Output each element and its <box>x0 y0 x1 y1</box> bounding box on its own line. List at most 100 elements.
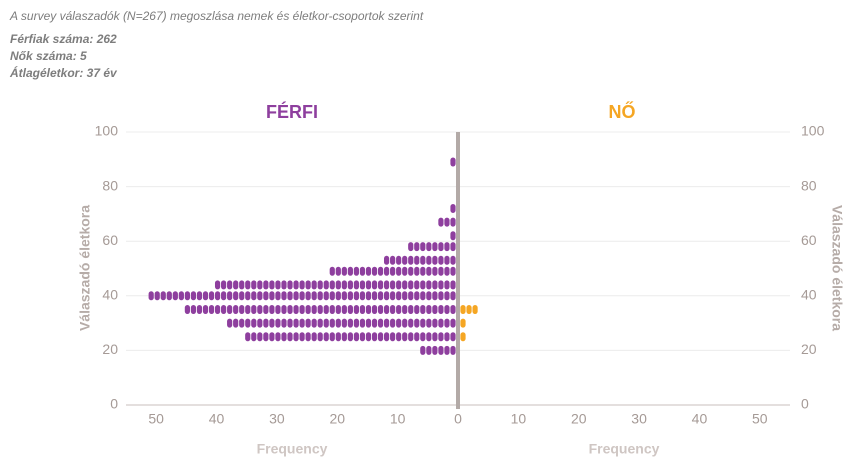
dot <box>426 291 432 301</box>
dot <box>450 217 456 227</box>
dot <box>347 291 353 301</box>
dot <box>426 280 432 290</box>
dot <box>377 304 384 314</box>
dot <box>432 332 438 342</box>
dot <box>402 266 408 276</box>
dot <box>402 291 408 301</box>
dot <box>293 304 299 314</box>
dot <box>402 332 408 342</box>
dot <box>414 280 420 290</box>
dot <box>396 304 402 314</box>
dot <box>420 304 426 314</box>
dot <box>390 291 396 301</box>
dot <box>257 280 263 290</box>
dot <box>214 280 221 290</box>
dot-row <box>227 318 456 328</box>
dot <box>420 266 426 276</box>
dot <box>420 242 426 252</box>
dot <box>323 291 329 301</box>
dot <box>221 291 227 301</box>
dot <box>208 304 215 314</box>
dot <box>305 318 311 328</box>
dot <box>335 266 341 276</box>
dot <box>257 332 263 342</box>
dot <box>347 304 353 314</box>
dot <box>190 304 197 314</box>
dot <box>335 280 341 290</box>
dot <box>396 318 402 328</box>
dot <box>299 291 305 301</box>
dot <box>184 291 190 301</box>
dot <box>347 318 353 328</box>
dot <box>317 280 323 290</box>
dot <box>444 255 450 265</box>
dot <box>365 266 372 276</box>
dot <box>390 332 396 342</box>
dot <box>450 242 456 252</box>
dot-row <box>450 231 456 241</box>
note: Átlagéletkor: 37 év <box>9 65 118 80</box>
dot <box>341 304 347 314</box>
dot <box>287 332 293 342</box>
dot <box>371 332 378 342</box>
dot <box>281 332 287 342</box>
dot <box>227 304 233 314</box>
dot <box>444 332 450 342</box>
dot <box>281 291 287 301</box>
dot <box>384 280 390 290</box>
dot <box>245 280 251 290</box>
dot <box>269 280 275 290</box>
dot <box>414 318 420 328</box>
dot <box>251 318 257 328</box>
dot <box>414 242 420 252</box>
dot <box>329 291 335 301</box>
dot <box>341 291 347 301</box>
chart-title: A survey válaszadók (N=267) megoszlása n… <box>9 9 424 23</box>
dot <box>414 255 420 265</box>
dot <box>263 318 269 328</box>
dot <box>384 318 390 328</box>
dot <box>371 266 378 276</box>
dot <box>450 304 456 314</box>
dot <box>460 318 466 328</box>
y-tick-label: 20 <box>102 341 118 357</box>
y-tick-label: 40 <box>801 287 817 303</box>
dot <box>359 291 366 301</box>
dot <box>444 266 450 276</box>
dot <box>359 304 366 314</box>
dot-row <box>384 255 456 265</box>
dot <box>450 332 456 342</box>
dot <box>414 304 420 314</box>
dot <box>281 304 287 314</box>
dot <box>438 291 444 301</box>
dot <box>263 332 269 342</box>
dot <box>221 280 227 290</box>
dot <box>408 332 414 342</box>
dot <box>245 291 251 301</box>
dot <box>444 217 450 227</box>
dot-row <box>460 332 466 342</box>
x-tick-label: 40 <box>209 411 225 427</box>
dot <box>353 266 360 276</box>
dot <box>311 280 317 290</box>
dot <box>305 280 311 290</box>
dot <box>311 318 317 328</box>
dot <box>214 304 221 314</box>
dot <box>359 318 366 328</box>
dot <box>275 304 281 314</box>
dot <box>408 318 414 328</box>
dot <box>450 157 456 167</box>
dot <box>353 291 360 301</box>
dot-row <box>214 280 456 290</box>
x-tick-label: 0 <box>454 411 462 427</box>
dot <box>450 266 456 276</box>
dot <box>390 280 396 290</box>
dot <box>196 291 203 301</box>
dot-row <box>408 242 456 252</box>
dot-row <box>148 291 456 301</box>
dot <box>311 304 317 314</box>
x-tick-label: 10 <box>390 411 406 427</box>
dot <box>239 280 245 290</box>
dot <box>432 266 438 276</box>
dot <box>329 280 335 290</box>
